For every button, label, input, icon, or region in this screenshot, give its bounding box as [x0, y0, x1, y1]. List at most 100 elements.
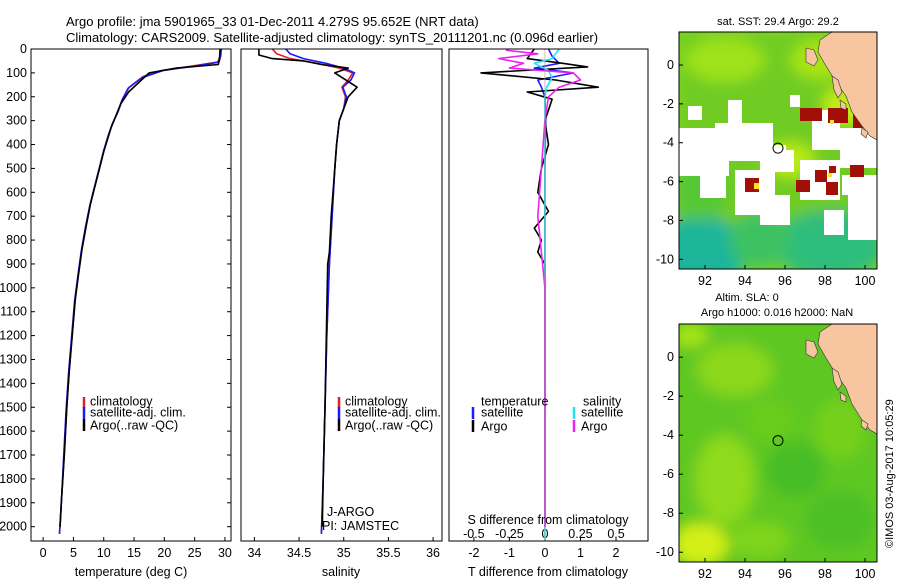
y-tick-label: 1000 [0, 281, 27, 295]
legend-t-satellite-label: satellite [481, 405, 523, 419]
series-temperature-satellite [533, 49, 575, 527]
y-tick-label: 900 [6, 257, 27, 271]
y-tick-label: 2000 [0, 520, 27, 534]
x-tick-label: 10 [97, 546, 111, 560]
salinity-axis-label: salinity [322, 565, 361, 579]
lat-tick-label: -4 [663, 428, 674, 442]
difference-legend: temperature salinity satellite Argo sate… [471, 394, 623, 433]
x-tick-label: 36 [426, 546, 440, 560]
salinity-series [258, 49, 358, 534]
y-tick-label: 1100 [0, 305, 27, 319]
temperature-legend: climatology satellite-adj. clim. Argo(..… [82, 394, 186, 432]
x-tick-label: 35.5 [376, 546, 400, 560]
sla-map-longitude-ticks: 92 94 96 98 100 [698, 558, 875, 580]
x-tick-label: 15 [127, 546, 141, 560]
sst-missing-data [679, 95, 877, 240]
salinity-panel: 34 34.5 35 35.5 36 salinity climatology sate… [240, 48, 443, 579]
y-tick-label: 1900 [0, 496, 27, 510]
x-tick-label: 35 [337, 546, 351, 560]
lon-tick-label: 98 [818, 274, 832, 288]
sst-map-latitude-ticks: 0 -2 -4 -6 -8 -10 [656, 58, 683, 266]
sla-land [805, 324, 877, 435]
temperature-panel: 0100200300400500600700800900100011001200… [0, 42, 232, 579]
sla-map-image [679, 324, 877, 562]
x-tick-label: 34.5 [287, 546, 311, 560]
s-diff-tick-label: -0.5 [463, 527, 485, 541]
lat-tick-label: -2 [663, 389, 674, 403]
y-tick-label: 1400 [0, 376, 27, 390]
x-tick-label: -1 [504, 546, 515, 560]
y-tick-label: 1200 [0, 329, 27, 343]
lon-tick-label: 92 [698, 567, 712, 580]
sst-hot-spots [754, 120, 834, 189]
x-tick-label: 20 [157, 546, 171, 560]
sla-map-title: Altim. SLA: 0 [715, 292, 779, 304]
x-tick-label: 0 [40, 546, 47, 560]
legend-temperature-title: temperature [481, 394, 548, 408]
difference-plot-frame [448, 48, 649, 542]
legend-satellite-label: satellite-adj. clim. [90, 405, 186, 419]
lat-tick-label: 0 [667, 58, 674, 72]
lon-tick-label: 100 [855, 274, 876, 288]
x-tick-label: 0 [541, 546, 548, 560]
legend-argo-label: Argo(..raw -QC) [90, 418, 178, 432]
legend-t-argo-label: Argo [481, 419, 507, 433]
lon-tick-label: 100 [855, 567, 876, 580]
series-argo-raw-qc [258, 49, 358, 527]
series-satellite-adj-clim [58, 49, 223, 534]
temperature-axis-label: temperature (deg C) [75, 565, 188, 579]
y-tick-label: 600 [6, 185, 27, 199]
temperature-series [58, 49, 223, 534]
temperature-plot-frame [30, 48, 232, 542]
difference-series [480, 49, 600, 541]
y-tick-label: 300 [6, 114, 27, 128]
argo-location-marker [772, 142, 784, 154]
x-tick-label: 2 [613, 546, 620, 560]
lat-tick-label: -4 [663, 136, 674, 150]
sla-map-latitude-ticks: 0 -2 -4 -6 -8 -10 [656, 350, 683, 559]
lat-tick-label: -8 [663, 506, 674, 520]
s-diff-tick-label: 0.5 [607, 527, 624, 541]
program-annotation: J-ARGO [327, 505, 375, 519]
x-tick-label: 5 [70, 546, 77, 560]
sla-map-subtitle: Argo h1000: 0.016 h2000: NaN [701, 307, 853, 319]
sst-land [805, 32, 877, 141]
sla-map-frame [678, 323, 878, 563]
lat-tick-label: -6 [663, 467, 674, 481]
sst-map-panel: sat. SST: 29.4 Argo: 29.2 [656, 16, 878, 288]
y-tick-label: 0 [20, 42, 27, 56]
s-diff-tick-label: 0.25 [568, 527, 592, 541]
sla-map-panel: Altim. SLA: 0 Argo h1000: 0.016 h2000: N… [656, 292, 878, 580]
t-difference-axis-label: T difference from climatology [468, 565, 629, 579]
lat-tick-label: -10 [656, 545, 674, 559]
lon-tick-label: 92 [698, 274, 712, 288]
y-tick-label: 1800 [0, 472, 27, 486]
title-line-2: Climatology: CARS2009. Satellite-adjuste… [66, 30, 598, 45]
salinity-axis-ticks: 34 34.5 35 35.5 36 [247, 537, 440, 560]
x-tick-label: 30 [218, 546, 232, 560]
y-tick-label: 1600 [0, 424, 27, 438]
x-tick-label: 34 [247, 546, 261, 560]
lon-tick-label: 96 [778, 274, 792, 288]
legend-satellite-label: satellite-adj. clim. [345, 405, 441, 419]
series-salinity-argo [497, 49, 582, 527]
legend-climatology-label: climatology [90, 394, 153, 408]
series-satellite-adj-clim [285, 49, 356, 534]
lon-tick-label: 98 [818, 567, 832, 580]
difference-panel: -2 -1 0 1 2 -0.5 -0.25 0 0.25 0.5 T difference f… [448, 48, 649, 579]
series-climatology [271, 49, 354, 534]
legend-climatology-label: climatology [345, 394, 408, 408]
x-tick-label: -2 [468, 546, 479, 560]
y-tick-label: 200 [6, 90, 27, 104]
x-tick-label: 25 [188, 546, 202, 560]
legend-s-satellite-label: satellite [581, 405, 623, 419]
y-tick-label: 1700 [0, 448, 27, 462]
argo-location-marker [772, 435, 784, 447]
s-difference-axis-label: S difference from climatology [468, 513, 630, 527]
salinity-legend: climatology satellite-adj. clim. Argo(..… [337, 394, 441, 432]
y-tick-label: 100 [6, 66, 27, 80]
y-tick-label: 400 [6, 138, 27, 152]
pi-annotation: PI: JAMSTEC [322, 519, 399, 533]
sst-map-frame [678, 31, 878, 270]
